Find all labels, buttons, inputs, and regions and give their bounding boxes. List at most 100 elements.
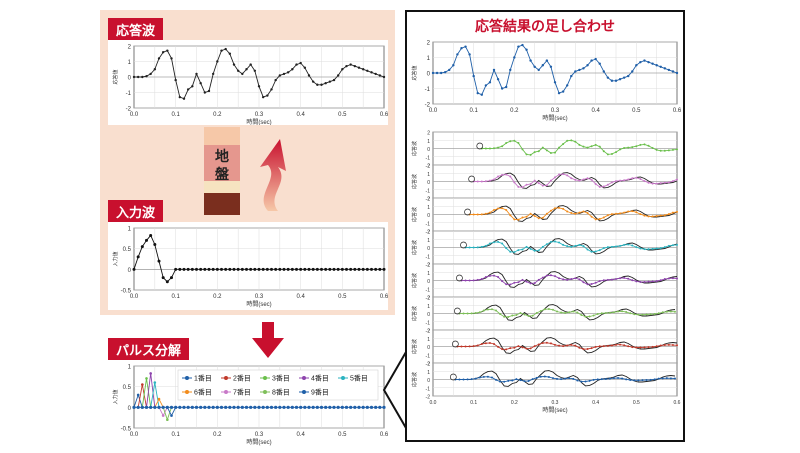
input-series-point (332, 267, 336, 271)
legend-label: 3番目 (272, 375, 290, 383)
stack-series-2-point (635, 176, 638, 179)
stack-series-3-point (501, 207, 504, 210)
input-series-point (357, 267, 361, 271)
x-tick-label: 0.3 (255, 112, 264, 118)
response-series-point (320, 83, 323, 86)
stack-series-8-point (527, 379, 530, 382)
legend-swatch-dot (185, 390, 189, 394)
stack-series-5-point (623, 276, 626, 279)
response-series-point (174, 78, 177, 82)
stack-series-4-point (480, 245, 483, 248)
y-tick-label: -2 (426, 395, 431, 401)
y-tick-label: 2 (427, 131, 430, 137)
stack-series-8-point (511, 379, 514, 382)
input-series-point (253, 267, 257, 271)
response-series-point (224, 47, 227, 51)
stack-series-3-point (505, 209, 508, 212)
y-tick-label: -1 (426, 221, 431, 227)
stack-series-3-point (472, 213, 475, 216)
stack-series-5-point (505, 283, 508, 286)
baseline-series-point (236, 405, 240, 409)
stack-series-5-point (598, 280, 601, 283)
stack-series-4-point (594, 250, 597, 253)
baseline-series-point (157, 405, 161, 409)
stack-series-1-point (570, 139, 573, 142)
combined-series-point (476, 91, 479, 95)
stack-series-7-point (558, 344, 561, 347)
stack-series-2-point (578, 179, 581, 182)
y-tick-label: 2 (427, 263, 430, 269)
input-series-point (224, 267, 228, 271)
y-tick-label: -2 (426, 197, 431, 203)
stack-series-5-point (521, 278, 524, 281)
input-series-point (270, 267, 273, 271)
stack-series-7-point (513, 346, 516, 349)
response-series-point (157, 57, 161, 60)
stack-series-4-point (517, 249, 520, 252)
y-tick-label: -2 (126, 107, 132, 113)
stack-series-3-point (570, 212, 573, 215)
baseline-series-point (282, 405, 286, 409)
stack-series-7-point (667, 343, 670, 346)
y-axis-label: 応答波 (411, 240, 418, 255)
stack-series-5-point (570, 278, 573, 281)
input-series-point (149, 233, 153, 237)
stack-series-2-point (627, 178, 630, 181)
input-chart: -0.5 0 0.5 1 0.0 0.1 0.2 0.3 0.4 0.5 0.6 時間(sec) 入力値 (112, 227, 389, 309)
baseline-series-point (294, 405, 299, 409)
stack-series-1-point (582, 145, 585, 148)
stack-series-6-point (462, 312, 465, 315)
stack-series-3-point (663, 214, 666, 217)
stack-series-4-point (493, 241, 495, 244)
stack-series-6-point (633, 313, 636, 316)
input-series-point (153, 243, 157, 247)
stack-series-3-point (615, 212, 617, 215)
x-tick-label: 0.5 (633, 400, 640, 406)
baseline-series-point (153, 405, 157, 409)
legend-swatch-dot (341, 376, 345, 380)
x-tick-label: 0.6 (674, 400, 681, 406)
stack-series-6-point (600, 312, 603, 315)
input-series-point (228, 267, 232, 271)
input-chart-box: -0.5 0 0.5 1 0.0 0.1 0.2 0.3 0.4 0.5 0.6 時間(sec) 入力値 (108, 222, 389, 310)
response-series-point (216, 60, 219, 63)
combined-series-point (557, 91, 561, 95)
combined-stack-chart: -2 -1 0 1 2 応答波 -2 -1 0 1 2 応答波 -2 -1 0 1 2 応答波 -2 -1 0 1 2 応答波… (411, 131, 681, 415)
y-axis-label: 応答波 (411, 372, 418, 387)
response-series-point (249, 63, 252, 66)
stack-series-5-point (501, 280, 504, 283)
stack-series-6-point (470, 312, 473, 315)
stack-series-8-point (535, 376, 538, 379)
pulse-chart: -0.5 0 0.5 1 0.0 0.1 0.2 0.3 0.4 0.5 0.6 時間(sec) 入力値… (112, 365, 389, 447)
stack-series-1-point (488, 147, 491, 150)
combined-series-point (448, 68, 451, 72)
stack-series-3-point (529, 212, 532, 215)
pulse-4-point (149, 372, 152, 375)
y-axis-label: 応答波 (411, 339, 418, 354)
baseline-series-point (169, 405, 174, 409)
input-series-point (282, 267, 286, 271)
response-series-point (278, 74, 282, 77)
stack-series-4-point (558, 241, 561, 244)
stack-series-3-point (484, 212, 487, 215)
baseline-series-point (332, 405, 336, 409)
pulse-9-point (170, 414, 173, 417)
response-series-point (274, 78, 277, 82)
stack-series-5-point (537, 278, 540, 281)
stack-series-6-point (580, 313, 583, 316)
input-series-point (170, 276, 173, 280)
response-series-point (170, 57, 173, 60)
stack-series-6-point (519, 312, 522, 315)
stack-series-1-point (639, 143, 642, 146)
stack-series-7-point (472, 345, 475, 348)
response-series-point (307, 74, 311, 77)
y-tick-label: 2 (427, 164, 430, 170)
stack-series-6-point (486, 308, 489, 311)
x-tick-label: 0.0 (430, 400, 437, 406)
response-series-point (349, 63, 352, 66)
baseline-series-point (249, 405, 253, 409)
combined-series-point (553, 81, 557, 84)
stack-series-2-point (570, 177, 573, 180)
response-series-point (295, 63, 298, 66)
stack-series-8-point (617, 377, 620, 380)
